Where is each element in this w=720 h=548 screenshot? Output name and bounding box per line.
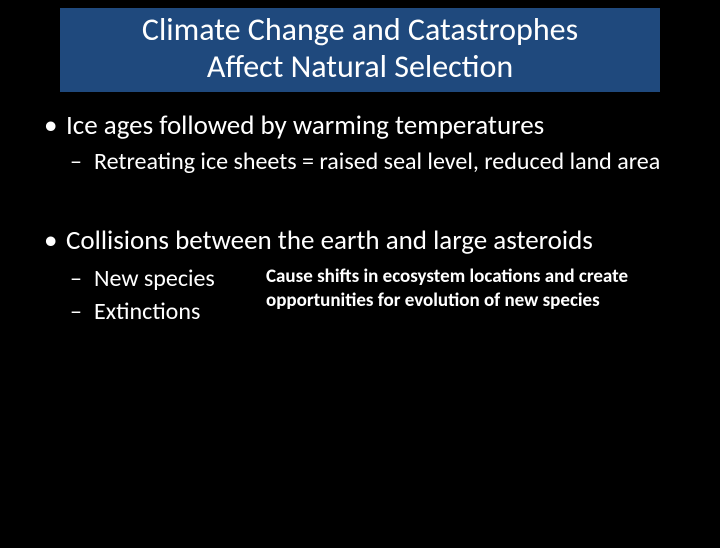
two-column-row: New species Extinctions Cause shifts in … xyxy=(66,259,682,331)
sub-bullet-item: Retreating ice sheets = raised seal leve… xyxy=(66,148,682,177)
spacer xyxy=(38,183,682,225)
slide-title-line2: Affect Natural Selection xyxy=(70,49,650,86)
slide-title-line1: Climate Change and Catastrophes xyxy=(70,12,650,49)
slide-title-box: Climate Change and Catastrophes Affect N… xyxy=(60,8,660,92)
sub-bullet-text: Extinctions xyxy=(94,297,200,326)
side-note: Cause shifts in ecosystem locations and … xyxy=(266,259,682,313)
bullet-list: Collisions between the earth and large a… xyxy=(38,225,682,331)
bullet-list: Ice ages followed by warming temperature… xyxy=(38,110,682,177)
bullet-item-2: Collisions between the earth and large a… xyxy=(38,225,682,331)
sub-bullet-item: New species xyxy=(66,265,266,294)
bullet-text: Ice ages followed by warming temperature… xyxy=(66,109,544,142)
bullet-text: Collisions between the earth and large a… xyxy=(66,224,593,257)
sub-bullet-text: Retreating ice sheets = raised seal leve… xyxy=(94,147,660,176)
slide-content: Ice ages followed by warming temperature… xyxy=(0,92,720,331)
sub-bullet-text: New species xyxy=(94,264,215,293)
left-column: New species Extinctions xyxy=(66,259,266,331)
sub-bullet-item: Extinctions xyxy=(66,298,266,327)
sub-bullet-list: Retreating ice sheets = raised seal leve… xyxy=(66,148,682,177)
sub-bullet-list: New species Extinctions xyxy=(66,265,266,327)
bullet-item-1: Ice ages followed by warming temperature… xyxy=(38,110,682,177)
